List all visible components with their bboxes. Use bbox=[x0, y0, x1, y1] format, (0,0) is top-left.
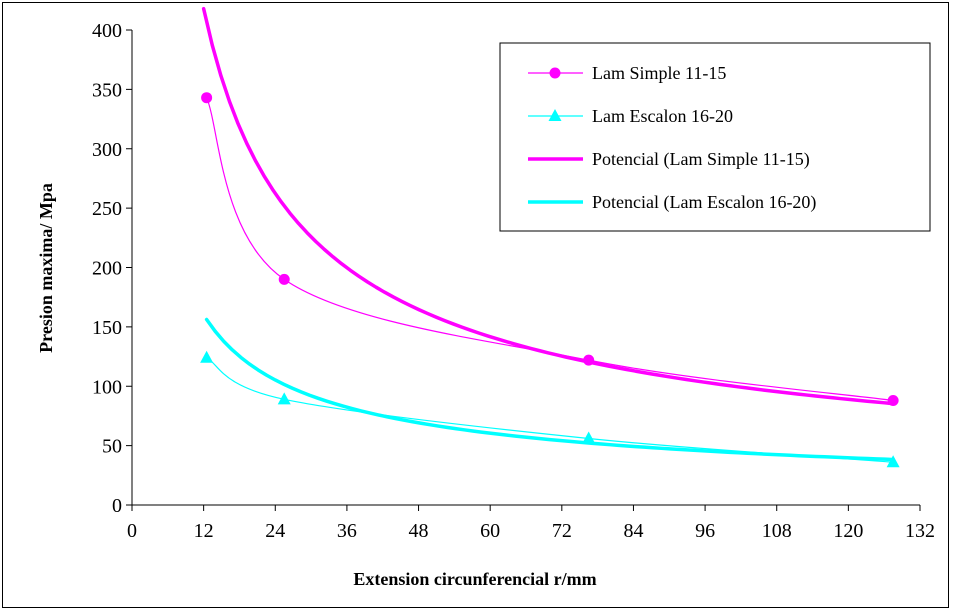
legend-item-lam-simple: Lam Simple 11-15 bbox=[528, 63, 726, 83]
y-tick-label: 200 bbox=[92, 258, 122, 280]
chart-svg: 0 50 100 150 200 250 300 350 400 0 12 24 36 48 60 72 84 9… bbox=[36, 6, 935, 589]
x-tick-label: 120 bbox=[833, 520, 863, 542]
legend-label-potencial-simple: Potencial (Lam Simple 11-15) bbox=[592, 149, 810, 170]
legend-item-lam-escalon: Lam Escalon 16-20 bbox=[528, 106, 733, 126]
x-tick-label: 12 bbox=[194, 520, 214, 542]
y-tick-label: 0 bbox=[112, 495, 122, 517]
series-layer bbox=[200, 6, 900, 468]
legend-label-potencial-escalon: Potencial (Lam Escalon 16-20) bbox=[592, 192, 816, 213]
legend-marker-circle bbox=[549, 67, 561, 79]
y-tick-label: 400 bbox=[92, 20, 122, 42]
x-tick-label: 24 bbox=[265, 520, 285, 542]
legend-box bbox=[499, 42, 931, 232]
x-tick-label: 36 bbox=[337, 520, 357, 542]
data-point-lam-escalon-16-20 bbox=[582, 431, 596, 444]
series-line-lam-escalon-16-20 bbox=[206, 357, 894, 463]
legend-label-lam-escalon: Lam Escalon 16-20 bbox=[592, 106, 733, 126]
y-tick-label: 250 bbox=[92, 198, 122, 220]
data-point-lam-simple-11-15 bbox=[278, 273, 290, 285]
data-point-lam-escalon-16-20 bbox=[886, 455, 900, 468]
y-tick-label: 50 bbox=[102, 436, 122, 458]
legend-marker-triangle bbox=[548, 109, 562, 121]
y-tick-label: 350 bbox=[92, 79, 122, 101]
x-tick-label: 108 bbox=[762, 520, 792, 542]
series-line-potencial-lam-simple-11-15 bbox=[201, 6, 895, 406]
data-point-lam-escalon-16-20 bbox=[277, 392, 291, 405]
x-tick-label: 0 bbox=[127, 520, 137, 542]
legend: Lam Simple 11-15 Lam Escalon 16-20 Poten… bbox=[499, 42, 931, 232]
y-tick-label: 100 bbox=[92, 376, 122, 398]
legend-label-lam-simple: Lam Simple 11-15 bbox=[592, 63, 726, 83]
x-tick-label: 60 bbox=[480, 520, 500, 542]
y-tick-label: 300 bbox=[92, 139, 122, 161]
x-tick-label: 72 bbox=[552, 520, 572, 542]
x-tick-label: 132 bbox=[905, 520, 935, 542]
x-tick-label: 48 bbox=[409, 520, 429, 542]
y-axis-title: Presion maxima/ Mpa bbox=[36, 183, 56, 353]
series-line-potencial-lam-escalon-16-20 bbox=[204, 317, 895, 462]
x-tick-label: 84 bbox=[623, 520, 643, 542]
axes: 0 50 100 150 200 250 300 350 400 0 12 24 36 48 60 72 84 9… bbox=[92, 20, 935, 542]
y-tick-label: 150 bbox=[92, 317, 122, 339]
data-point-lam-escalon-16-20 bbox=[200, 350, 214, 363]
x-axis-title: Extension circunferencial r/mm bbox=[353, 569, 596, 589]
legend-item-potencial-simple: Potencial (Lam Simple 11-15) bbox=[528, 149, 810, 170]
series-line-lam-simple-11-15 bbox=[206, 97, 894, 402]
legend-item-potencial-escalon: Potencial (Lam Escalon 16-20) bbox=[528, 192, 816, 213]
x-tick-label: 96 bbox=[695, 520, 715, 542]
data-point-lam-simple-11-15 bbox=[201, 92, 213, 104]
